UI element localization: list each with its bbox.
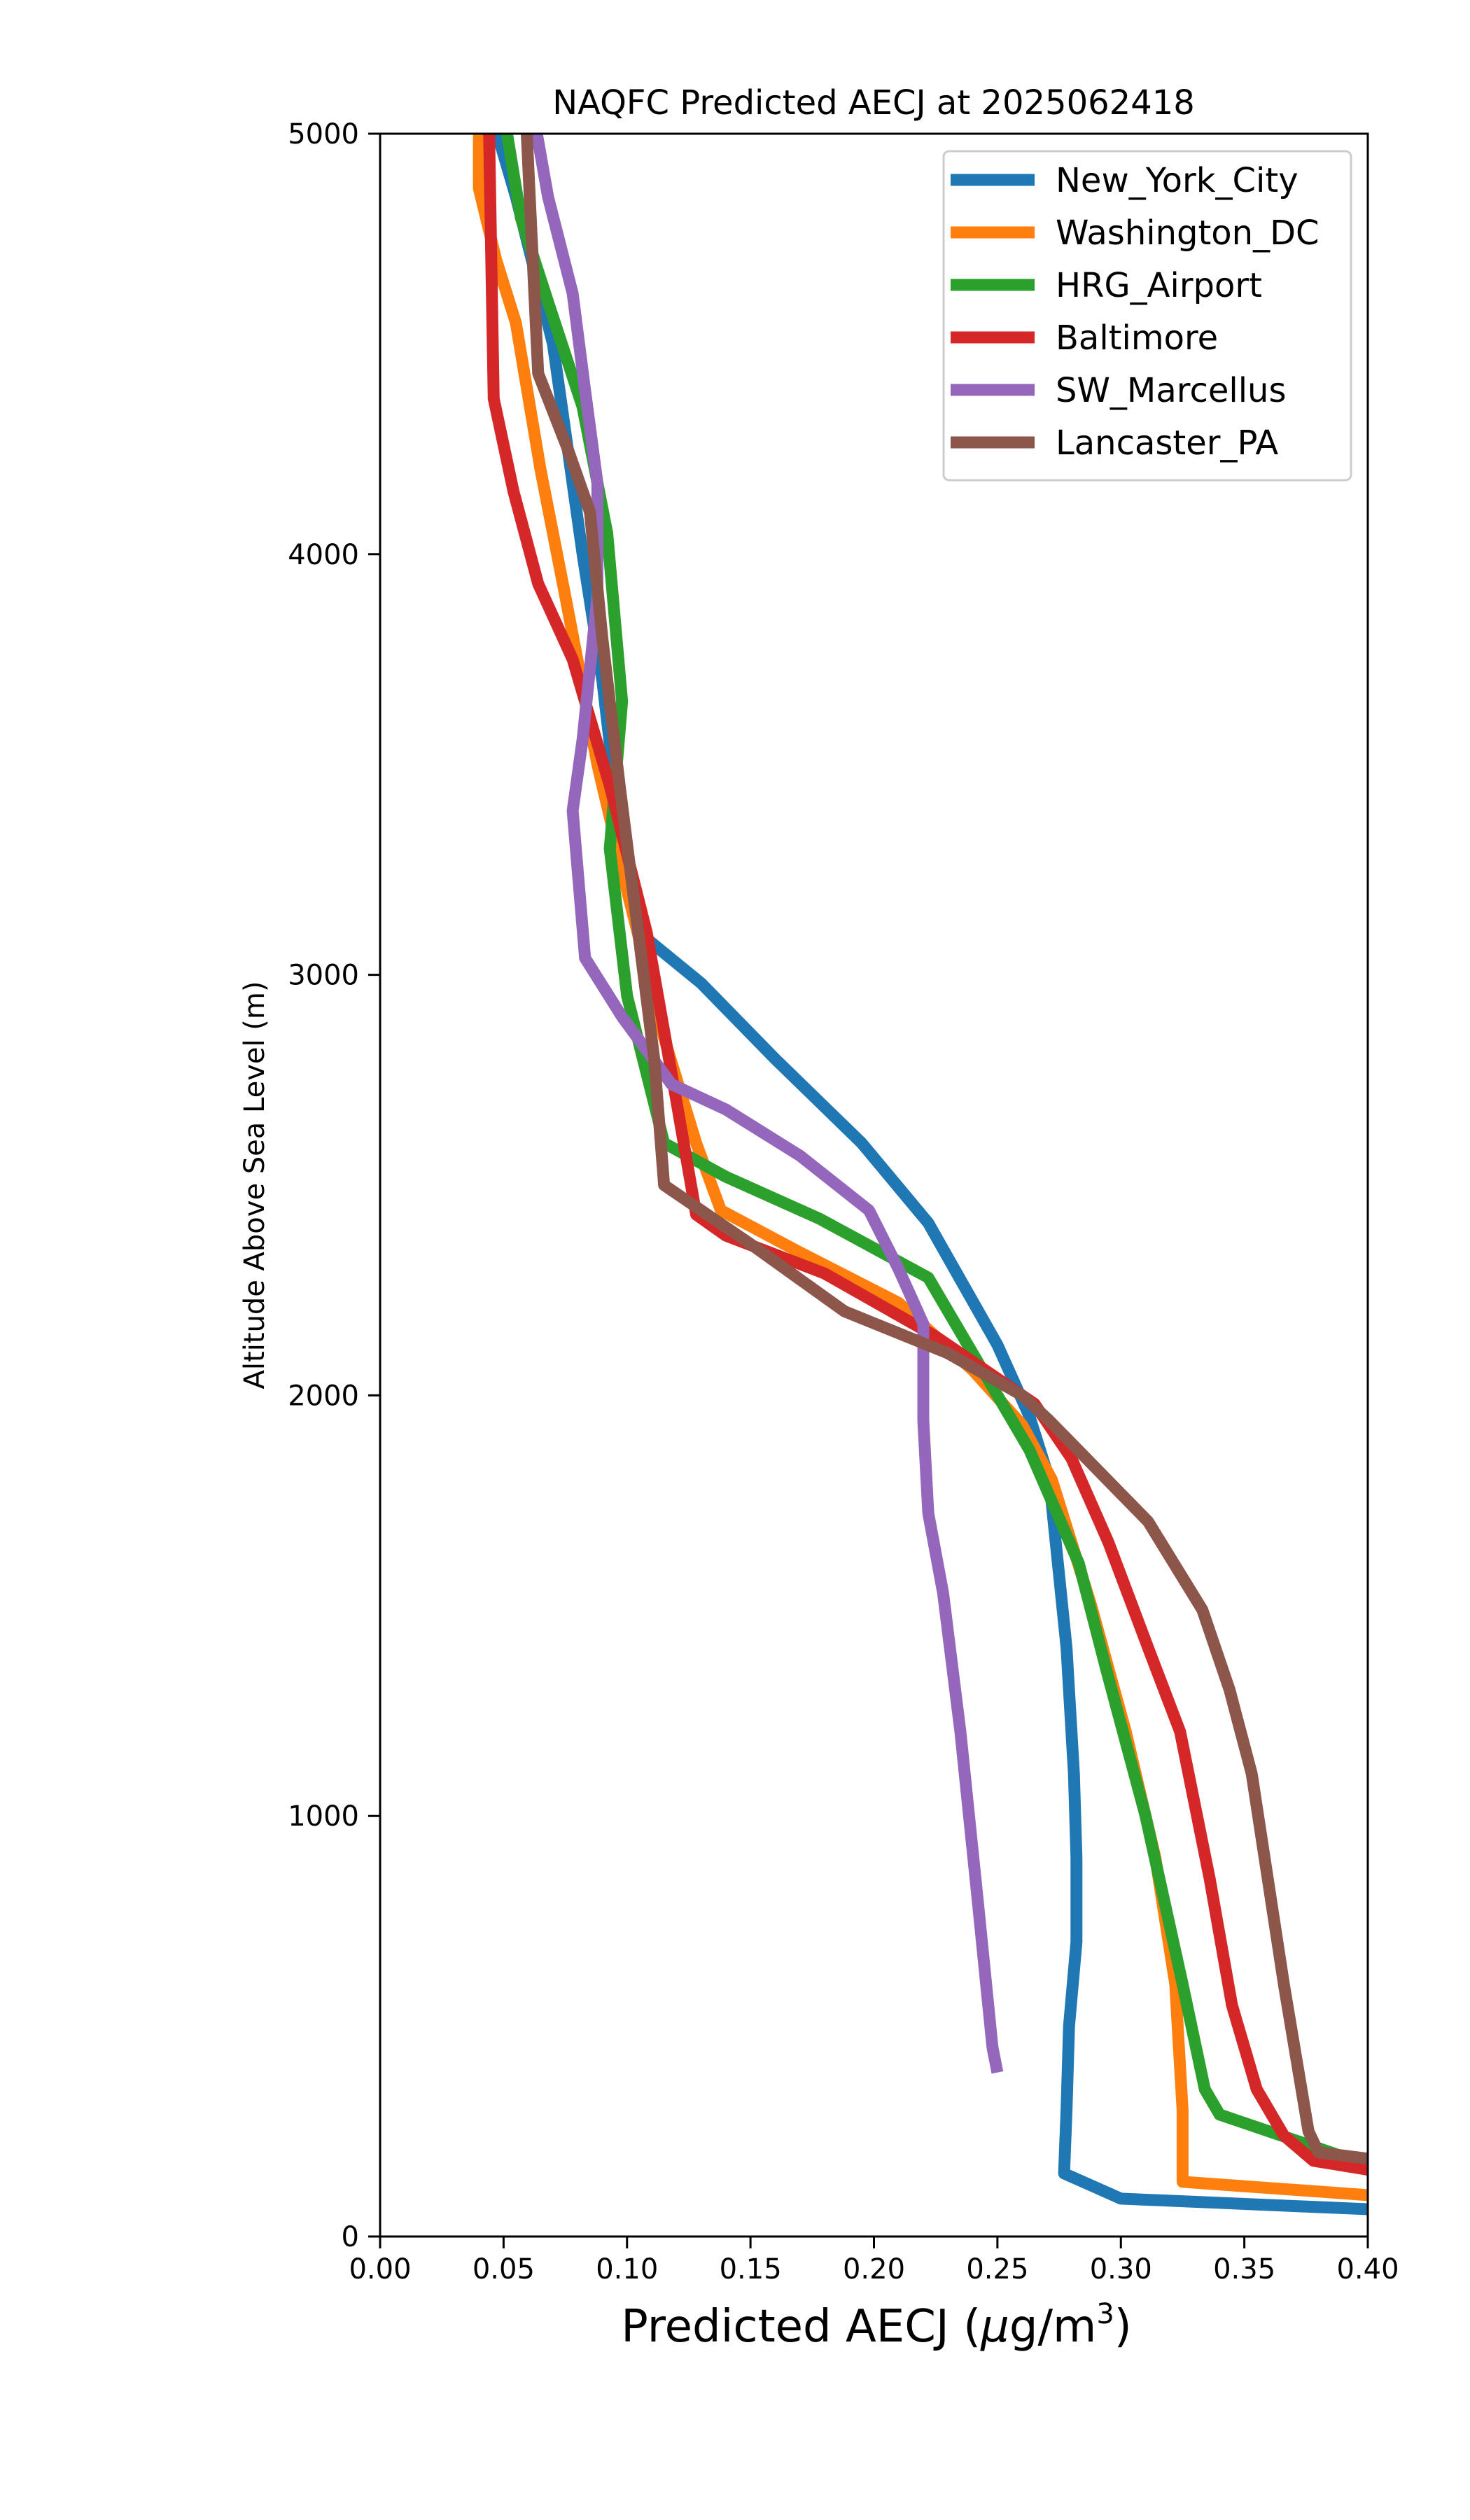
- legend-entries: New_York_City Washington_DC HRG_Airport Bal…: [951, 161, 1320, 463]
- series-layer: [472, 134, 1368, 2216]
- y-tick-label: 5000: [288, 118, 359, 150]
- series-line-sw-marcellus: [531, 134, 1004, 2074]
- series-line-baltimore: [483, 134, 1368, 2176]
- legend: New_York_City Washington_DC HRG_Airport Bal…: [942, 150, 1352, 482]
- x-tick-label: 0.05: [472, 2253, 535, 2286]
- y-tick-label: 1000: [288, 1800, 359, 1833]
- legend-label: Baltimore: [1056, 318, 1218, 358]
- legend-label: Washington_DC: [1056, 214, 1320, 253]
- x-tick-label: 0.00: [349, 2253, 411, 2286]
- x-tick-label: 0.40: [1336, 2253, 1399, 2286]
- y-axis: 0 1000 2000 3000 4000 5000: [288, 118, 380, 2253]
- legend-label: Lancaster_PA: [1056, 424, 1278, 463]
- x-tick-label: 0.35: [1213, 2253, 1275, 2286]
- y-tick-label: 4000: [288, 539, 359, 571]
- y-tick-label: 3000: [288, 960, 359, 992]
- x-axis-title: Predicted AECJ (μg/m3): [621, 2298, 1132, 2353]
- x-tick-label: 0.20: [843, 2253, 905, 2286]
- legend-label: SW_Marcellus: [1056, 371, 1286, 410]
- legend-label: New_York_City: [1056, 161, 1298, 200]
- x-tick-label: 0.30: [1090, 2253, 1152, 2286]
- x-tick-label: 0.10: [596, 2253, 658, 2286]
- series-line-lancaster-pa: [521, 134, 1368, 2165]
- x-tick-label: 0.25: [966, 2253, 1028, 2286]
- x-tick-label: 0.15: [720, 2253, 782, 2286]
- x-axis: 0.00 0.05 0.10 0.15 0.20 0.25 0.30 0.35 0.40: [349, 2236, 1399, 2286]
- legend-label: HRG_Airport: [1056, 266, 1262, 305]
- y-axis-title: Altitude Above Sea Level (m): [239, 981, 271, 1390]
- chart-title: NAQFC Predicted AECJ at 2025062418: [552, 83, 1195, 122]
- legend-box: [942, 150, 1352, 482]
- y-tick-label: 0: [342, 2221, 359, 2253]
- y-tick-label: 2000: [288, 1380, 359, 1412]
